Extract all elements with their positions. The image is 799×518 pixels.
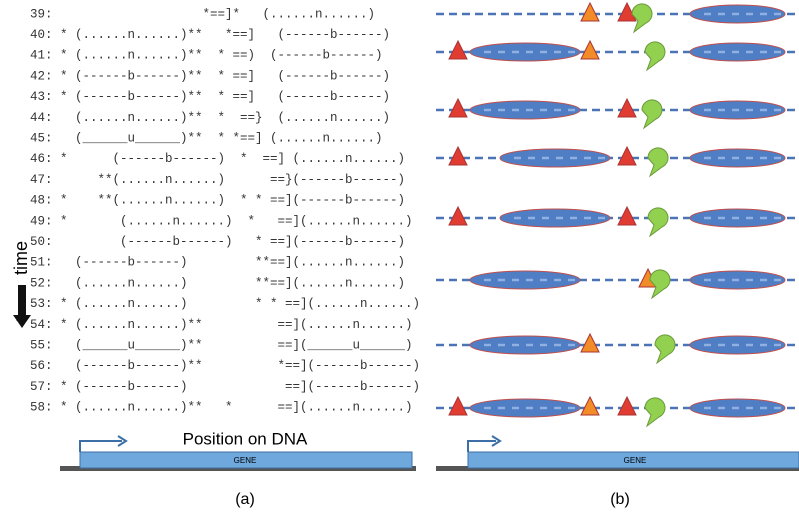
text-line: 58: * (......n......)** * ==](......n...…: [30, 401, 413, 415]
red-triangle: [448, 97, 468, 118]
axis-label: Position on DNA: [183, 429, 308, 448]
rna-polymerase: [469, 100, 581, 120]
gene-label: GENE: [234, 456, 257, 465]
promoter-arrow: [79, 440, 122, 452]
text-line: 41: * (......n......)** * ==) (------b--…: [30, 49, 383, 63]
rna-polymerase: [469, 398, 581, 418]
text-line: 52: (......n......) **==](......n......): [30, 276, 405, 290]
green-marker: [631, 3, 653, 34]
text-line: 50: (------b------) * ==](------b------): [30, 235, 405, 249]
green-marker: [644, 41, 666, 72]
red-triangle: [617, 97, 637, 118]
red-triangle: [448, 205, 468, 226]
text-line: 53: * (......n......) * * ==](......n...…: [30, 297, 420, 311]
rna-polymerase: [469, 42, 581, 62]
rna-polymerase: [469, 335, 581, 355]
red-triangle: [617, 1, 637, 22]
red-triangle: [617, 205, 637, 226]
green-marker: [654, 334, 676, 365]
orange-triangle: [580, 39, 600, 60]
text-line: 55: (______u______)** ==](______u______): [30, 338, 413, 352]
time-label: time: [11, 241, 31, 275]
caption: (b): [610, 491, 630, 508]
gene-bar: [467, 451, 799, 469]
rna-polymerase: [469, 270, 581, 290]
rna-polymerase: [499, 148, 611, 168]
gene-bar: [79, 451, 413, 469]
text-line: 44: (......n......)** * ==} (......n....…: [30, 111, 390, 125]
polymerase-rows: [436, 1, 799, 428]
red-triangle: [448, 395, 468, 416]
rna-polymerase: [499, 208, 611, 228]
text-line: 54: * (......n......)** ==](......n.....…: [30, 318, 413, 332]
red-triangle: [448, 145, 468, 166]
text-line: 48: * **(......n......) * * ==](------b-…: [30, 194, 405, 208]
caption: (a): [235, 491, 255, 508]
red-triangle: [617, 145, 637, 166]
time-arrow: [13, 285, 31, 328]
text-line: 56: (------b------)** *==](------b------…: [30, 359, 420, 373]
text-line: 43: * (------b------)** * ==] (------b--…: [30, 90, 390, 104]
text-line: 49: * (......n......) * ==](......n.....…: [30, 214, 413, 228]
orange-triangle: [580, 332, 600, 353]
text-line: 51: (------b------) **==](......n......): [30, 256, 405, 270]
text-line: 57: * (------b------) ==](------b------): [30, 380, 420, 394]
red-triangle: [448, 39, 468, 60]
text-line: 42: * (------b------)** * ==] (------b--…: [30, 69, 390, 83]
text-line: 39: *==]* (......n......): [30, 7, 375, 21]
orange-triangle: [580, 1, 600, 22]
green-marker: [641, 99, 663, 130]
text-lines: 39: *==]* (......n......) 40: * (......n.…: [30, 7, 420, 414]
green-marker: [647, 207, 669, 238]
promoter-arrow: [467, 440, 496, 452]
red-triangle: [617, 395, 637, 416]
green-marker: [649, 269, 671, 300]
text-line: 46: * (------b------) * ==] (......n....…: [30, 152, 405, 166]
orange-triangle: [580, 395, 600, 416]
text-line: 40: * (......n......)** *==] (------b---…: [30, 28, 390, 42]
green-marker: [647, 147, 669, 178]
text-line: 47: **(......n......) ==}(------b------): [30, 173, 405, 187]
promoter-arrowhead: [491, 435, 502, 447]
green-marker: [644, 397, 666, 428]
text-line: 45: (______u______)** * *==] (......n...…: [30, 131, 383, 145]
promoter-arrowhead: [117, 435, 128, 447]
gene-label: GENE: [624, 456, 647, 465]
